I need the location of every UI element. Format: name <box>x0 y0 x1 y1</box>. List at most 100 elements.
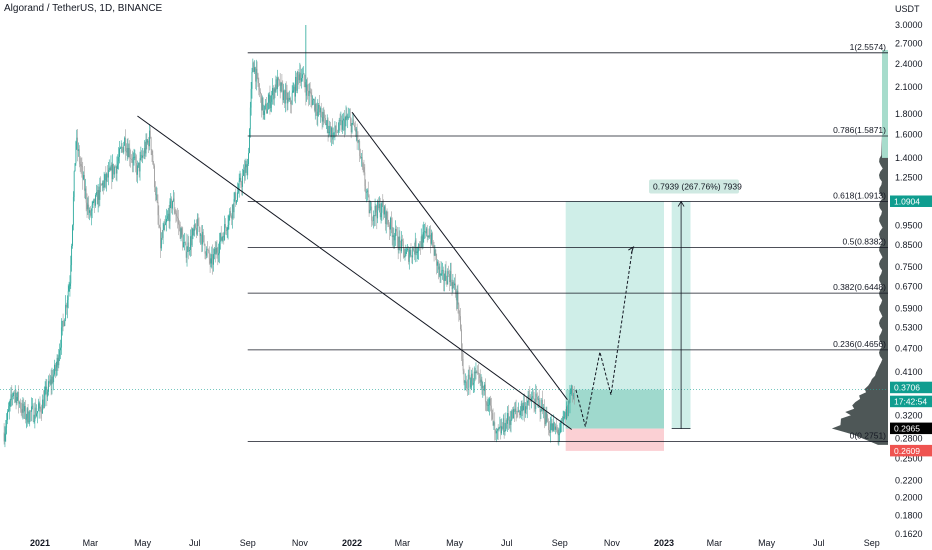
price-tag-bg <box>890 444 932 457</box>
candle-body <box>545 412 547 425</box>
candle-body <box>521 403 523 412</box>
candle-body <box>152 155 154 164</box>
candle-body <box>524 402 526 414</box>
trendline[interactable] <box>137 115 572 430</box>
candle-body <box>394 236 396 241</box>
candle-body <box>249 107 251 130</box>
trendlines[interactable] <box>137 111 691 430</box>
candle-body <box>91 204 93 211</box>
candle-body <box>149 130 150 147</box>
candle-body <box>213 248 215 255</box>
candle-body <box>49 381 50 384</box>
candle-body <box>11 394 13 397</box>
candle-body <box>384 206 385 215</box>
candle-body <box>344 119 346 131</box>
candle-body <box>397 246 399 251</box>
projection-path[interactable] <box>575 249 633 427</box>
candle-body <box>170 198 172 202</box>
candle-body <box>61 321 63 328</box>
candle-body <box>386 211 388 220</box>
candle-body <box>47 391 49 397</box>
candle-body <box>542 399 544 412</box>
candle-body <box>401 239 402 252</box>
candle-body <box>422 232 424 248</box>
candle-body <box>555 426 556 430</box>
candle-body <box>108 168 110 171</box>
candle-body <box>345 115 347 120</box>
candle-body <box>531 397 532 402</box>
candle-body <box>225 224 226 228</box>
candle-body <box>473 371 475 383</box>
candle-body <box>202 231 203 245</box>
candle-body <box>551 423 553 431</box>
candle-body <box>508 413 509 421</box>
candle-body <box>230 211 232 216</box>
candle-body <box>289 98 290 100</box>
candle-body <box>281 82 283 86</box>
candle-body <box>325 123 327 125</box>
candle-body <box>110 165 112 171</box>
candle-body <box>206 248 208 256</box>
candle-body <box>534 404 536 409</box>
candle-body <box>114 166 116 168</box>
candle-body <box>443 280 445 281</box>
candle-body <box>39 403 41 409</box>
candle-body <box>298 74 300 81</box>
candle-body <box>549 426 551 433</box>
price-axis[interactable]: USDT 3.0000 2.7000 2.4000 2.1000 1.8000 1.6000… <box>895 4 923 539</box>
candle-body <box>499 425 501 428</box>
candle-body <box>526 402 528 410</box>
candle-body <box>119 148 121 149</box>
candle-body <box>525 406 527 410</box>
candle-body <box>102 182 104 188</box>
candle-body <box>315 103 317 112</box>
candle-body <box>125 151 127 153</box>
position-label: 0.7939 (267.76%) 7939 <box>653 181 742 191</box>
candle-body <box>478 372 479 375</box>
price-tag-bg <box>890 422 932 435</box>
candle-body <box>44 390 46 396</box>
candle-body <box>293 86 295 91</box>
candle-body <box>145 139 147 154</box>
time-tick-label: May <box>446 538 464 548</box>
candle-body <box>409 249 411 255</box>
candle-body <box>441 270 443 274</box>
candle-body <box>89 210 90 213</box>
candle-body <box>127 148 129 158</box>
candle-body <box>572 385 573 397</box>
candle-body <box>461 351 463 360</box>
candle-body <box>180 228 182 239</box>
candle-body <box>387 219 389 225</box>
candle-body <box>265 103 267 107</box>
fib-level-label: 0.5(0.8382) <box>843 236 887 246</box>
price-tick-label: 0.5300 <box>895 322 923 332</box>
candle-body <box>325 118 326 125</box>
candle-body <box>255 67 256 82</box>
candle-body <box>525 406 526 414</box>
candle-body <box>77 137 79 151</box>
candle-body <box>474 371 476 374</box>
candle-body <box>6 420 8 428</box>
price-tick-label: 0.5900 <box>895 304 923 314</box>
candle-body <box>543 407 545 420</box>
candle-body <box>573 395 575 401</box>
trendline[interactable] <box>351 111 568 400</box>
candle-body <box>354 125 355 128</box>
candle-body <box>169 201 171 222</box>
candle-body <box>35 407 37 417</box>
candle-body <box>440 273 442 276</box>
candle-body <box>249 129 250 154</box>
candle-body <box>390 217 392 227</box>
position-label-bg <box>649 179 739 194</box>
candle-body <box>472 373 473 385</box>
candle-body <box>378 201 379 209</box>
fibonacci-retracement[interactable]: 1(2.5574) 0.786(1.5871) 0.618(1.0913) 0.5(0… <box>247 42 888 443</box>
candle-body <box>311 96 313 106</box>
time-axis[interactable]: 2021 Mar May Jul Sep Nov 2022 Mar May Jul Sep Nov 20… <box>30 538 880 548</box>
candle-body <box>263 111 265 115</box>
stop-zone <box>565 428 664 451</box>
candle-body <box>82 167 84 180</box>
candle-body <box>102 182 103 186</box>
candle-body <box>48 381 49 392</box>
